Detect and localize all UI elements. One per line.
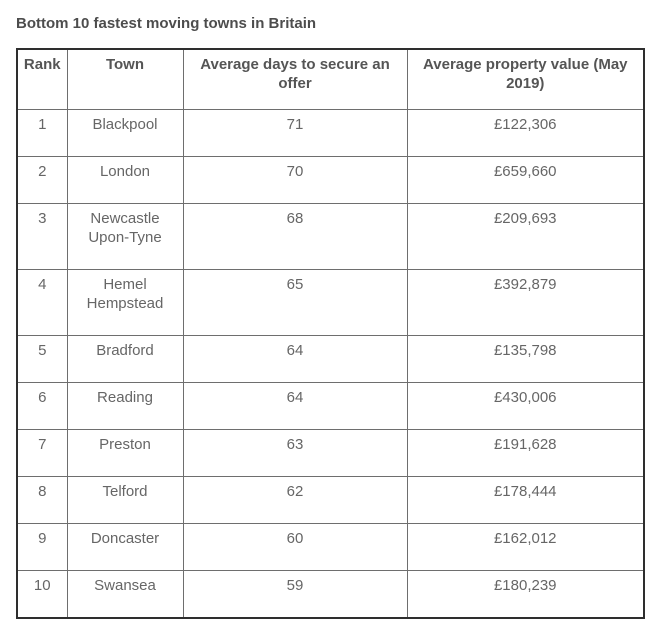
table-row: 10 Swansea 59 £180,239 [16,570,645,619]
header-row: Rank Town Average days to secure an offe… [16,48,645,110]
cell-rank: 10 [16,570,68,619]
cell-town: Preston [66,429,184,477]
header-cell-value: Average property value (May 2019) [406,48,645,110]
cell-value: £430,006 [406,382,645,430]
cell-town: Doncaster [66,523,184,571]
cell-value: £392,879 [406,269,645,336]
cell-rank: 3 [16,203,68,270]
table-row: 5 Bradford 64 £135,798 [16,335,645,383]
cell-rank: 4 [16,269,68,336]
cell-rank: 8 [16,476,68,524]
table-body: 1 Blackpool 71 £122,306 2 London 70 £659… [16,109,645,619]
cell-days: 60 [182,523,408,571]
cell-value: £180,239 [406,570,645,619]
cell-value: £162,012 [406,523,645,571]
cell-days: 71 [182,109,408,157]
cell-days: 59 [182,570,408,619]
cell-value: £209,693 [406,203,645,270]
cell-rank: 9 [16,523,68,571]
cell-days: 64 [182,335,408,383]
cell-days: 64 [182,382,408,430]
table-row: 3 Newcastle Upon-Tyne 68 £209,693 [16,203,645,270]
cell-value: £135,798 [406,335,645,383]
table-row: 9 Doncaster 60 £162,012 [16,523,645,571]
cell-town: London [66,156,184,204]
cell-town: Swansea [66,570,184,619]
header-cell-rank: Rank [16,48,68,110]
cell-value: £122,306 [406,109,645,157]
data-table: Rank Town Average days to secure an offe… [16,48,645,619]
cell-town: Blackpool [66,109,184,157]
cell-rank: 6 [16,382,68,430]
cell-rank: 1 [16,109,68,157]
cell-town: Hemel Hempstead [66,269,184,336]
cell-days: 65 [182,269,408,336]
cell-town: Reading [66,382,184,430]
cell-town: Telford [66,476,184,524]
cell-town: Bradford [66,335,184,383]
table-row: 8 Telford 62 £178,444 [16,476,645,524]
table-row: 4 Hemel Hempstead 65 £392,879 [16,269,645,336]
table-row: 7 Preston 63 £191,628 [16,429,645,477]
header-cell-town: Town [66,48,184,110]
cell-rank: 7 [16,429,68,477]
cell-value: £659,660 [406,156,645,204]
cell-rank: 2 [16,156,68,204]
table-row: 1 Blackpool 71 £122,306 [16,109,645,157]
cell-value: £178,444 [406,476,645,524]
header-cell-days: Average days to secure an offer [182,48,408,110]
table-row: 2 London 70 £659,660 [16,156,645,204]
cell-value: £191,628 [406,429,645,477]
cell-days: 62 [182,476,408,524]
cell-town: Newcastle Upon-Tyne [66,203,184,270]
cell-days: 68 [182,203,408,270]
cell-rank: 5 [16,335,68,383]
page-title: Bottom 10 fastest moving towns in Britai… [16,15,317,32]
table-row: 6 Reading 64 £430,006 [16,382,645,430]
cell-days: 63 [182,429,408,477]
cell-days: 70 [182,156,408,204]
